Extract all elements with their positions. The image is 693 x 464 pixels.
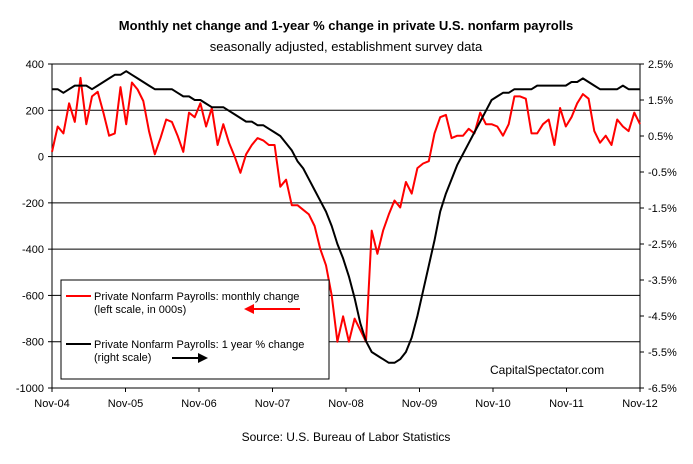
left-tick-label: 400 — [26, 59, 44, 71]
x-axis: Nov-04 Nov-05 Nov-06 Nov-07 Nov-08 Nov-09 Nov-… — [34, 388, 658, 410]
legend-sublabel-monthly: (left scale, in 000s) — [94, 304, 186, 316]
legend-label-monthly: Private Nonfarm Payrolls: monthly change — [94, 291, 299, 303]
legend-label-yoy: Private Nonfarm Payrolls: 1 year % chang… — [94, 339, 304, 351]
right-tick-label: -2.5% — [648, 239, 677, 251]
source-note: Source: U.S. Bureau of Labor Statistics — [242, 430, 451, 444]
x-tick-label: Nov-10 — [475, 398, 510, 410]
right-tick-label: 1.5% — [648, 95, 673, 107]
x-tick-label: Nov-11 — [549, 398, 584, 410]
left-tick-label: -400 — [22, 244, 44, 256]
x-tick-label: Nov-12 — [622, 398, 657, 410]
right-tick-label: 0.5% — [648, 131, 673, 143]
x-tick-label: Nov-08 — [328, 398, 363, 410]
legend-arrow-right-icon — [172, 353, 208, 363]
series-line-monthly-change — [51, 76, 641, 343]
x-tick-label: Nov-04 — [34, 398, 69, 410]
x-tick-label: Nov-07 — [255, 398, 290, 410]
right-tick-label: -0.5% — [648, 167, 677, 179]
left-tick-label: -800 — [22, 337, 44, 349]
chart-subtitle: seasonally adjusted, establishment surve… — [210, 39, 483, 54]
x-tick-label: Nov-05 — [108, 398, 143, 410]
watermark: CapitalSpectator.com — [490, 363, 604, 377]
x-tick-label: Nov-09 — [402, 398, 437, 410]
legend-box — [60, 279, 330, 380]
left-tick-label: -1000 — [16, 383, 44, 395]
x-tick-label: Nov-06 — [181, 398, 216, 410]
right-tick-label: -5.5% — [648, 347, 677, 359]
left-tick-label: 0 — [38, 152, 44, 164]
legend-sublabel-yoy: (right scale) — [94, 352, 151, 364]
left-tick-label: -600 — [22, 290, 44, 302]
left-axis: 400 200 0 -200 -400 -600 -800 -1000 — [16, 59, 52, 395]
chart-title: Monthly net change and 1-year % change i… — [119, 18, 573, 33]
right-axis: 2.5% 1.5% 0.5% -0.5% -1.5% -2.5% -3.5% -4.5% -5.… — [640, 59, 677, 395]
right-tick-label: -4.5% — [648, 311, 677, 323]
series-line-yoy-change — [52, 70, 640, 364]
right-tick-label: -6.5% — [648, 383, 677, 395]
right-tick-label: -1.5% — [648, 203, 677, 215]
right-tick-label: -3.5% — [648, 275, 677, 287]
legend-arrow-left-icon — [244, 304, 300, 314]
series-layer — [51, 70, 641, 364]
right-tick-label: 2.5% — [648, 59, 673, 71]
left-tick-label: -200 — [22, 198, 44, 210]
left-tick-label: 200 — [26, 105, 44, 117]
